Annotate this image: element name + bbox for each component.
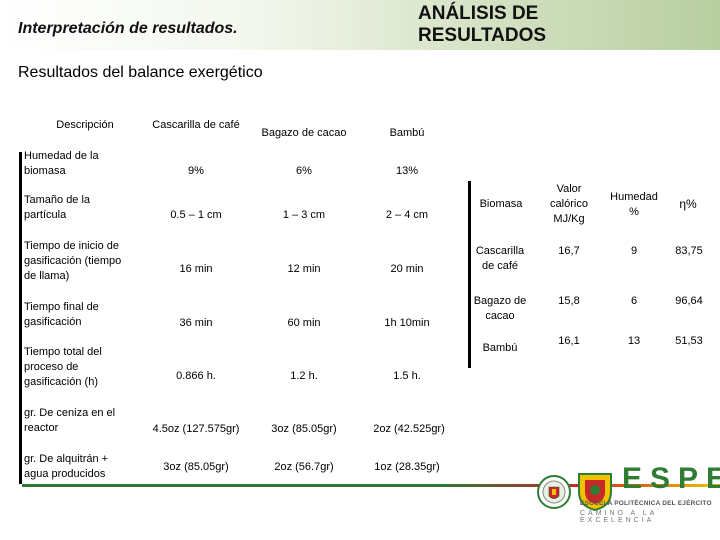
rt-cell: 51,53 xyxy=(675,335,703,347)
lt-row-desc: Tiempo total del proceso de gasificación… xyxy=(24,346,102,388)
lt-cell: 16 min xyxy=(179,263,213,275)
rt-cell: 6 xyxy=(630,295,638,307)
lt-cell: 1.5 h. xyxy=(393,370,421,382)
lt-cell: 1 – 3 cm xyxy=(282,209,326,221)
section-title: Resultados del balance exergético xyxy=(18,64,263,81)
lt-cell: 0.866 h. xyxy=(176,370,216,382)
lt-header-col3: Bambú xyxy=(389,127,425,139)
slide-title-line2: RESULTADOS xyxy=(418,25,547,46)
lt-row-desc: Tiempo final de gasificación xyxy=(24,301,99,328)
lt-cell: 1h 10min xyxy=(384,317,430,329)
rt-cell: 13 xyxy=(627,335,641,347)
rt-row-name: Cascarilla de café xyxy=(475,245,525,272)
lt-header-col2: Bagazo de cacao xyxy=(261,127,347,139)
rt-header-valor: Valor calórico MJ/Kg xyxy=(550,183,588,225)
lt-header-col1: Cascarilla de café xyxy=(152,119,240,131)
university-seal-icon xyxy=(537,475,571,509)
rt-cell: 83,75 xyxy=(675,245,703,257)
lt-cell: 36 min xyxy=(179,317,213,329)
lt-cell: 2oz (56.7gr) xyxy=(274,461,334,473)
slide-subtitle: Interpretación de resultados. xyxy=(18,20,238,37)
lt-row-desc: gr. De ceniza en el reactor xyxy=(24,407,116,434)
rt-cell: 9 xyxy=(630,245,638,257)
rt-cell: 16,7 xyxy=(558,245,580,257)
rt-header-biomasa: Biomasa xyxy=(479,198,523,210)
lt-cell: 1oz (28.35gr) xyxy=(374,461,440,473)
espe-logo-motto: CAMINO A LA EXCELENCIA xyxy=(580,510,657,524)
rt-row-name: Bambú xyxy=(482,342,518,354)
rt-row-name: Bagazo de cacao xyxy=(473,295,527,322)
slide-title-line1: ANÁLISIS DE xyxy=(418,3,539,24)
lt-row-desc: Humedad de la biomasa xyxy=(24,150,99,177)
lt-row-desc: Tamaño de la partícula xyxy=(24,194,91,221)
lt-cell: 0.5 – 1 cm xyxy=(170,209,222,221)
lt-cell: 13% xyxy=(395,165,419,177)
rt-header-humedad: Humedad % xyxy=(610,191,658,218)
slide-title: ANÁLISIS DE RESULTADOS xyxy=(418,3,546,47)
lt-cell: 1.2 h. xyxy=(290,370,318,382)
espe-crest-icon xyxy=(578,473,612,512)
espe-logo-subtitle: ESCUELA POLITÉCNICA DEL EJÉRCITO xyxy=(580,500,712,507)
lt-cell: 20 min xyxy=(390,263,424,275)
lt-header-desc: Descripción xyxy=(56,119,114,131)
rt-header-eta: η% xyxy=(679,197,697,211)
lt-row-desc: Tiempo de inicio de gasificación (tiempo… xyxy=(24,240,122,282)
footer-color-bar xyxy=(22,484,720,487)
left-table-border xyxy=(19,152,22,484)
rt-cell: 15,8 xyxy=(558,295,580,307)
lt-row-desc: gr. De alquitrán + agua producidos xyxy=(24,453,109,480)
right-table-border xyxy=(468,181,471,368)
lt-cell: 9% xyxy=(188,165,204,177)
lt-cell: 60 min xyxy=(287,317,321,329)
header-band xyxy=(0,0,720,50)
lt-cell: 12 min xyxy=(287,263,321,275)
lt-cell: 3oz (85.05gr) xyxy=(271,423,337,435)
rt-cell: 96,64 xyxy=(675,295,703,307)
lt-cell: 4.5oz (127.575gr) xyxy=(152,423,240,435)
lt-cell: 3oz (85.05gr) xyxy=(163,461,229,473)
rt-cell: 16,1 xyxy=(558,335,580,347)
lt-cell: 2 – 4 cm xyxy=(385,209,429,221)
lt-cell: 6% xyxy=(296,165,312,177)
lt-cell: 2oz (42.525gr) xyxy=(373,423,445,435)
